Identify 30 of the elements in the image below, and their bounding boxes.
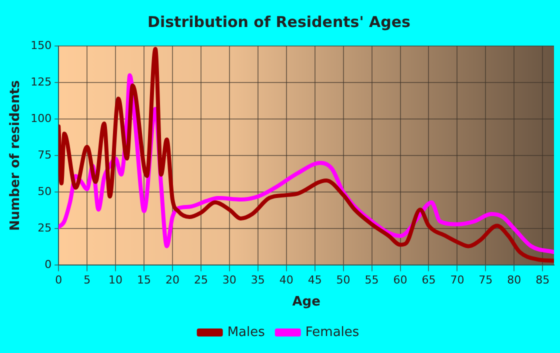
- y-tick-label: 25: [38, 222, 52, 235]
- x-tick-label: 75: [478, 274, 493, 287]
- y-tick-label: 0: [44, 258, 52, 272]
- x-tick-label: 0: [55, 274, 62, 287]
- x-tick-label: 85: [536, 274, 550, 287]
- x-tick-label: 20: [165, 274, 180, 287]
- x-tick-label: 70: [450, 274, 464, 287]
- x-tick-label: 60: [393, 274, 408, 287]
- chart-title: Distribution of Residents' Ages: [148, 12, 411, 31]
- y-tick-label: 50: [38, 184, 52, 198]
- y-tick-label: 150: [30, 38, 52, 52]
- x-tick-label: 35: [250, 274, 265, 287]
- x-tick-label: 45: [308, 274, 322, 287]
- y-axis-title: Number of residents: [8, 80, 24, 231]
- x-axis-title: Age: [292, 294, 321, 310]
- x-tick-label: 25: [194, 274, 208, 287]
- x-tick-label: 10: [108, 274, 123, 287]
- x-tick-label: 30: [222, 274, 236, 287]
- x-tick-label: 5: [84, 274, 91, 287]
- legend-label: Females: [305, 324, 360, 340]
- x-tick-label: 15: [137, 274, 152, 287]
- x-tick-label: 80: [507, 274, 522, 287]
- legend-label: Males: [227, 324, 266, 340]
- y-tick-label: 125: [30, 75, 52, 88]
- x-tick-label: 55: [364, 274, 379, 287]
- y-tick-label: 100: [30, 112, 52, 125]
- x-tick-label: 65: [422, 274, 436, 287]
- x-tick-label: 50: [336, 274, 350, 287]
- x-tick-label: 40: [279, 274, 294, 287]
- y-tick-label: 75: [38, 148, 52, 162]
